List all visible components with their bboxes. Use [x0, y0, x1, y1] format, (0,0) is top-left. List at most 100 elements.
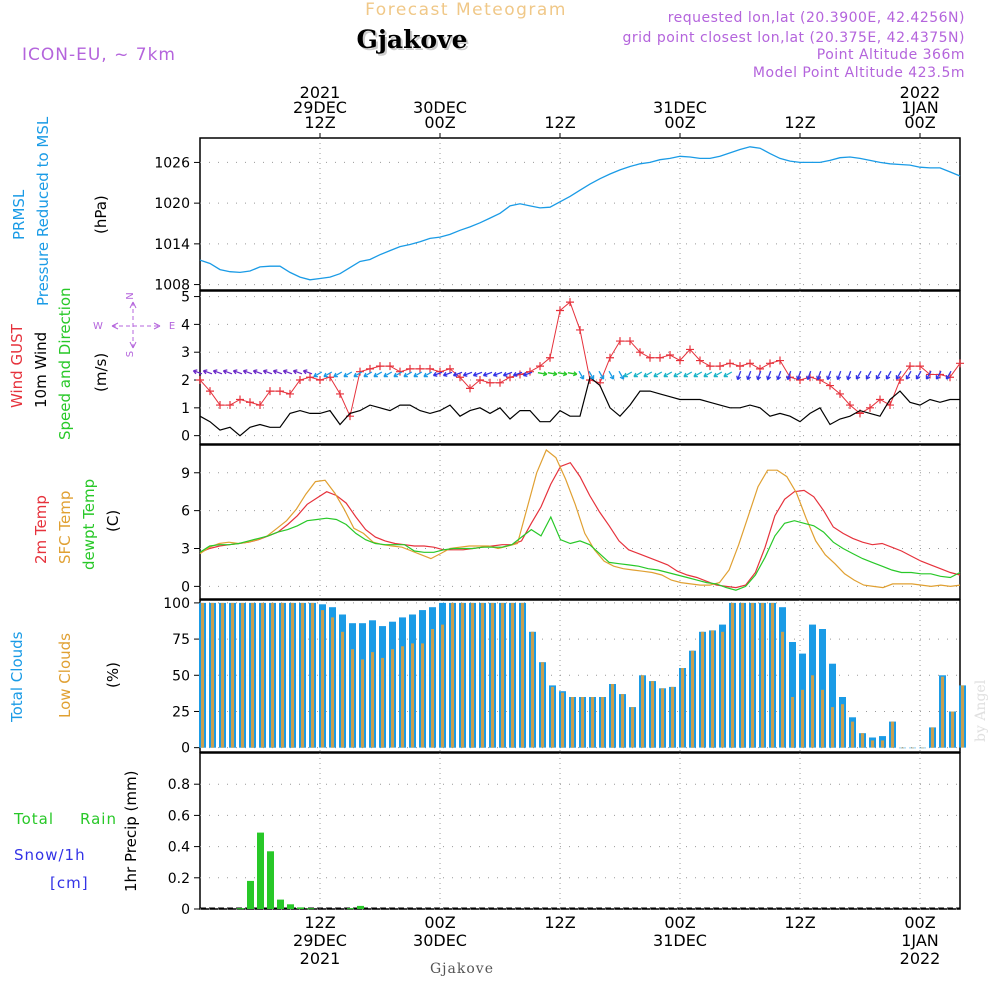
wind-direction-arrow — [713, 371, 723, 378]
gust-point — [276, 387, 284, 396]
wind-direction-arrow — [363, 371, 373, 378]
wind-direction-arrow — [736, 370, 742, 381]
gust-point — [206, 387, 214, 396]
requested-coords: requested lon,lat (20.3900E, 42.4256N) — [668, 10, 965, 26]
y-tick-label: 4 — [181, 317, 190, 333]
rain-bar — [347, 908, 354, 910]
low-cloud-bar — [421, 643, 424, 748]
wind-direction-arrow — [442, 371, 453, 377]
p4-label-total: Total Clouds — [8, 631, 26, 723]
y-tick-label: 0 — [181, 579, 190, 595]
y-tick-label: 50 — [172, 668, 190, 684]
total-cloud-bar — [829, 663, 836, 748]
wind-direction-arrow — [202, 369, 213, 375]
low-cloud-bar — [271, 602, 274, 748]
gust-point — [626, 337, 634, 346]
rain-bar — [247, 880, 254, 909]
low-cloud-bar — [651, 681, 654, 748]
top-tick-label: 31DEC — [653, 98, 707, 117]
compass-icon: N S W E — [93, 292, 175, 357]
y-tick-label: 100 — [163, 596, 190, 612]
low-cloud-bar — [601, 697, 604, 748]
low-cloud-bar — [551, 686, 554, 748]
wind-direction-arrow — [693, 371, 703, 378]
wind-direction-arrow — [462, 371, 473, 377]
wind-direction-arrow — [796, 370, 802, 381]
low-cloud-bar — [801, 689, 804, 748]
gust-point — [636, 348, 644, 357]
y-tick-label: 3 — [181, 345, 190, 361]
low-cloud-bar — [461, 602, 464, 748]
y-tick-label: 2 — [181, 373, 190, 389]
wind-direction-arrow — [663, 371, 673, 378]
panel-3: 0 3 6 9 — [181, 444, 961, 600]
bottom-tick-label: 12Z — [544, 913, 575, 932]
wind-direction-arrow — [252, 369, 263, 375]
wind-direction-arrow — [905, 370, 912, 380]
wind-direction-arrow — [925, 370, 932, 380]
wind-direction-arrow — [313, 371, 323, 378]
low-cloud-bar — [861, 733, 864, 748]
location-title: Gjakove — [358, 27, 469, 56]
gust-point — [826, 381, 834, 390]
model-altitude: Model Point Altitude 423.5m — [753, 65, 965, 81]
y-tick-label: 0 — [181, 429, 190, 445]
gust-point — [256, 401, 264, 410]
wind-direction-arrow — [333, 371, 343, 378]
low-cloud-bar — [771, 602, 774, 748]
low-cloud-bar — [581, 697, 584, 748]
gust-point — [916, 362, 924, 371]
wind-direction-arrow — [413, 371, 423, 378]
low-cloud-bar — [571, 697, 574, 748]
top-tick-label: 2022 — [900, 83, 941, 102]
low-cloud-bar — [561, 692, 564, 748]
gust-point — [336, 389, 344, 398]
wind-direction-arrow — [578, 370, 585, 380]
bottom-tick-label: 12Z — [304, 913, 335, 932]
wind-direction-arrow — [836, 370, 842, 381]
top-tick-label: 12Z — [304, 113, 335, 132]
wind-direction-arrow — [766, 370, 772, 381]
model-label: ICON-EU, ~ 7km — [22, 45, 176, 65]
wind-direction-arrow — [232, 369, 243, 375]
y-tick-label: 25 — [172, 704, 190, 720]
wind-direction-arrow — [608, 370, 615, 380]
panel-frame — [199, 752, 961, 910]
wind-direction-arrow — [537, 371, 548, 377]
gust-point — [706, 362, 714, 371]
wind-direction-arrow — [557, 371, 568, 377]
wind-direction-arrow — [683, 371, 693, 378]
bottom-tick-label: 2022 — [900, 949, 941, 968]
low-cloud-bar — [961, 685, 964, 748]
wind-direction-arrow — [806, 370, 812, 381]
p3-label-dewpt: dewpt Temp — [80, 479, 98, 570]
gust-point — [676, 356, 684, 365]
wind-direction-arrow — [423, 371, 433, 378]
y-tick-label: 0.2 — [168, 871, 190, 887]
low-cloud-bar — [611, 684, 614, 748]
low-cloud-bar — [891, 721, 894, 748]
gust-point — [306, 373, 314, 382]
low-cloud-bar — [401, 646, 404, 748]
rain-bar — [287, 904, 294, 909]
bottom-tick-label: 30DEC — [413, 931, 467, 950]
panel-2: 0 1 2 3 4 5 — [181, 290, 964, 445]
p1-label-pressure: Pressure Reduced to MSL — [34, 116, 52, 306]
gust-point — [446, 364, 454, 373]
y-tick-label: 9 — [181, 466, 190, 482]
p5-label-total: Total — [13, 810, 54, 828]
wind-direction-arrow — [522, 371, 533, 377]
p2-label-dir: Speed and Direction — [56, 287, 74, 440]
compass-west: W — [93, 321, 103, 332]
y-tick-label: 0.8 — [168, 777, 190, 793]
gust-point — [866, 403, 874, 412]
low-cloud-bar — [411, 643, 414, 748]
low-cloud-bar — [541, 662, 544, 748]
gust-point — [236, 395, 244, 404]
gust-point — [366, 364, 374, 373]
wind-direction-arrow — [618, 370, 625, 380]
low-cloud-bar — [241, 602, 244, 748]
panel-frame — [199, 444, 961, 600]
y-tick-label: 6 — [181, 504, 190, 520]
